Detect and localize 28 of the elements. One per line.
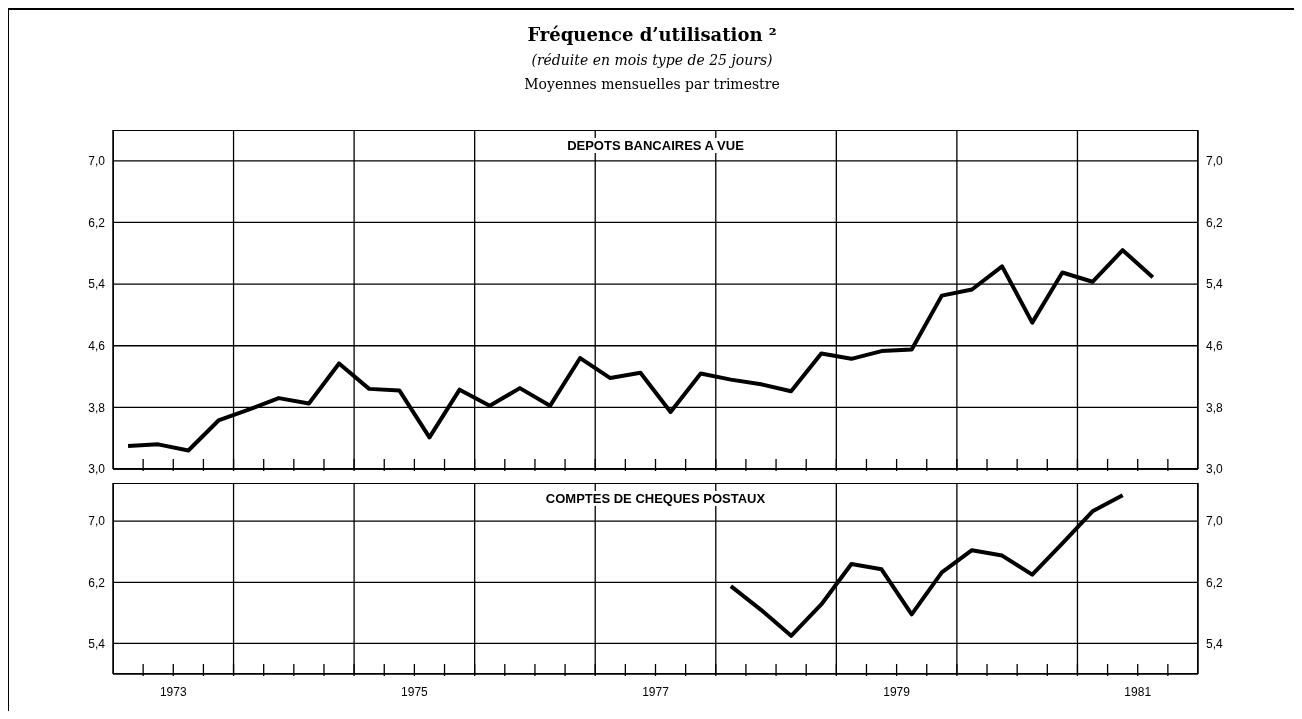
x-tick-label: 1979: [883, 685, 911, 699]
chart-title: Fréquence d’utilisation ²: [526, 24, 778, 45]
y-tick-label: 6,2: [88, 575, 106, 590]
y-tick-label: 6,2: [88, 215, 106, 230]
y-tick-label: 3,8: [88, 400, 106, 415]
y2-tick-label: 6,2: [1206, 215, 1224, 230]
y2-tick-label: 3,0: [1206, 462, 1224, 477]
text: DEPOTS BANCAIRES A VUE: [565, 138, 746, 153]
y-tick-label: 5,4: [88, 277, 106, 292]
y2-tick-label: 5,4: [1206, 277, 1224, 292]
x-tick-label: 1981: [1124, 685, 1152, 699]
y-tick-label: 4,6: [88, 338, 106, 353]
text: Moyennes mensuelles par trimestre: [523, 76, 781, 92]
x-tick-label: 1975: [401, 685, 429, 699]
y2-tick-label: 4,6: [1206, 338, 1224, 353]
chart-subtitle: (réduite en mois type de 25 jours): [530, 52, 774, 68]
x-tick-label: 1977: [642, 685, 670, 699]
y-tick-label: 3,0: [88, 462, 106, 477]
y2-tick-label: 6,2: [1206, 575, 1224, 590]
text: COMPTES DE CHEQUES POSTAUX: [543, 491, 768, 506]
y-tick-label: 7,0: [88, 514, 106, 529]
x-tick-label: 1973: [159, 685, 187, 699]
y2-tick-label: 7,0: [1206, 154, 1224, 169]
y-tick-label: 5,4: [88, 636, 106, 651]
y2-tick-label: 7,0: [1206, 514, 1224, 529]
y2-tick-label: 3,8: [1206, 400, 1224, 415]
y-tick-label: 7,0: [88, 154, 106, 169]
y2-tick-label: 5,4: [1206, 636, 1224, 651]
